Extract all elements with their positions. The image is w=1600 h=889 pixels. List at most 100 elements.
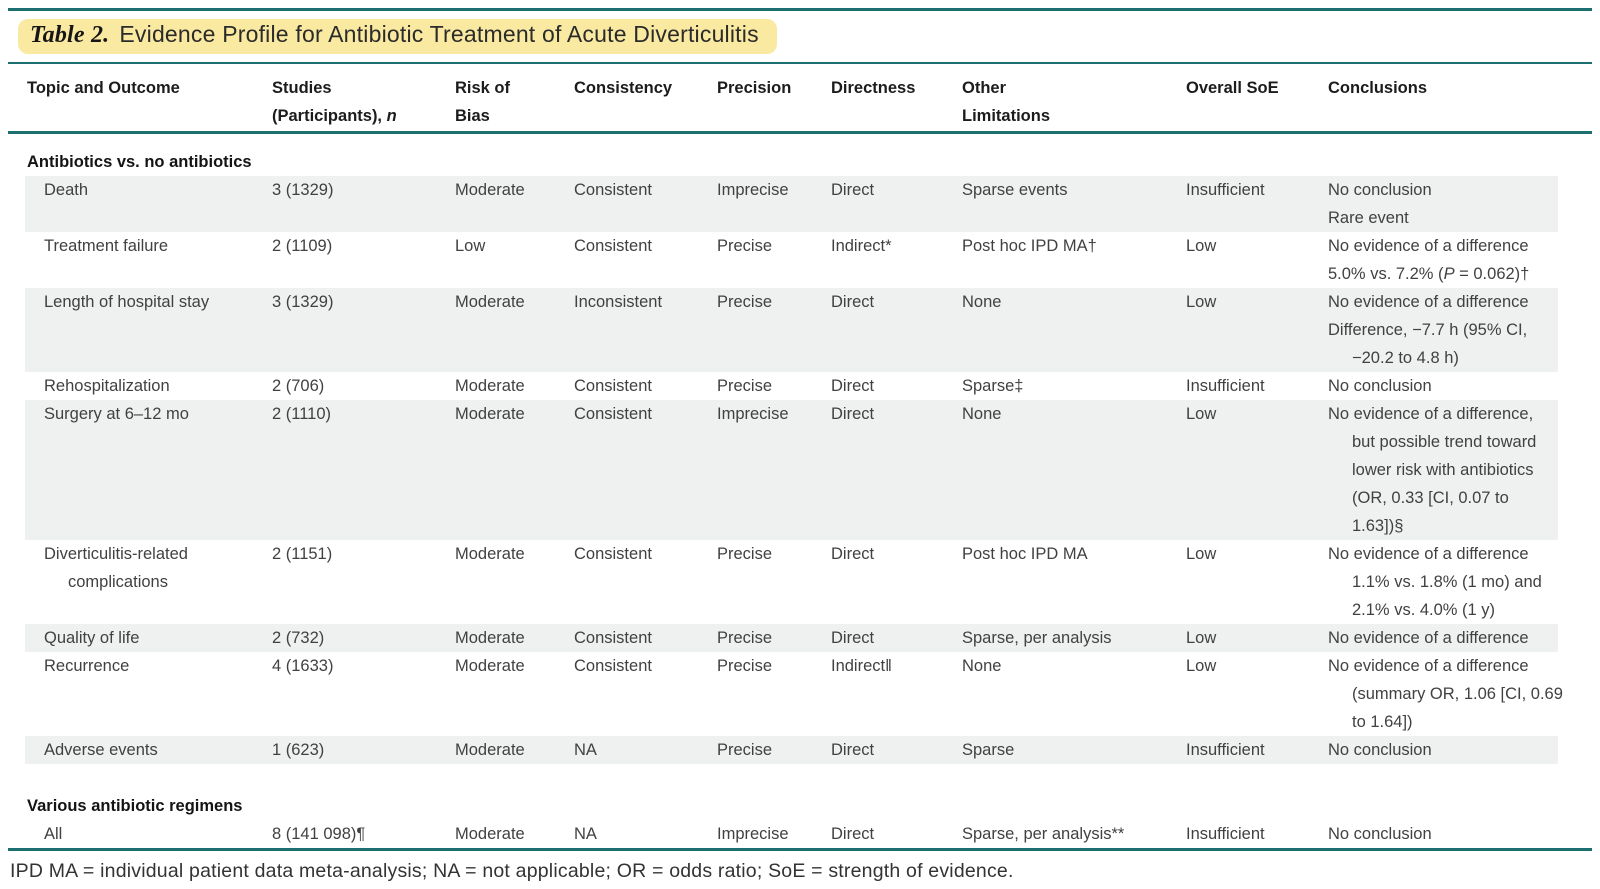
text-line: but possible trend toward <box>1352 433 1537 451</box>
cell-overall-soe: Insufficient <box>1186 736 1328 764</box>
column-header-studies: Studies (Participants), n <box>272 74 455 130</box>
text-line: Length of hospital stay <box>44 293 210 311</box>
cell-studies: 8 (141 098)¶ <box>272 820 455 848</box>
section-header: Antibiotics vs. no antibiotics <box>27 153 252 171</box>
text-line: Risk of <box>455 79 511 97</box>
text-line: 1 (623) <box>272 741 325 759</box>
text-line: Low <box>1186 657 1217 675</box>
text-line: Low <box>455 237 486 255</box>
text-line: to 1.64]) <box>1352 713 1413 731</box>
text-line: Consistent <box>574 657 652 675</box>
text-line: Post hoc IPD MA <box>962 545 1088 563</box>
cell-studies: 2 (732) <box>272 624 455 652</box>
cell-topic: Adverse events <box>8 736 272 764</box>
cell-directness: Indirect* <box>831 232 962 288</box>
text-line: Death <box>44 181 89 199</box>
text-line: Direct <box>831 377 875 395</box>
text-line: Precise <box>717 545 773 563</box>
cell-conclusions: No evidence of a difference 5.0% vs. 7.2%… <box>1328 232 1592 288</box>
text-line: All <box>44 825 63 843</box>
text-line: Moderate <box>455 405 525 423</box>
cell-risk-of-bias: Moderate <box>455 288 574 372</box>
text-line: 2 (706) <box>272 377 325 395</box>
text-line: Precise <box>717 237 773 255</box>
cell-precision: Imprecise <box>717 820 831 848</box>
table-row: Adverse events 1 (623) Moderate NA Precise Di… <box>8 736 1592 764</box>
cell-overall-soe: Low <box>1186 288 1328 372</box>
column-header-topic-and-outcome: Topic and Outcome <box>8 74 272 130</box>
text-line: 3 (1329) <box>272 293 334 311</box>
text-line: Direct <box>831 181 875 199</box>
cell-other-limitations: Sparse events <box>962 176 1186 232</box>
text-line: No conclusion <box>1328 377 1432 395</box>
cell-overall-soe: Low <box>1186 400 1328 540</box>
text-line: Moderate <box>455 377 525 395</box>
text-line: 8 (141 098)¶ <box>272 825 366 843</box>
text-line: No evidence of a difference <box>1328 629 1529 647</box>
text-line: None <box>962 293 1002 311</box>
text-line: Precision <box>717 79 792 97</box>
text-line: Treatment failure <box>44 237 169 255</box>
cell-topic: Length of hospital stay <box>8 288 272 372</box>
column-header-row: Topic and Outcome Studies (Participants), … <box>8 64 1592 131</box>
text-line: Consistent <box>574 545 652 563</box>
cell-topic: Treatment failure <box>8 232 272 288</box>
text-line: lower risk with antibiotics <box>1352 461 1534 479</box>
cell-risk-of-bias: Moderate <box>455 400 574 540</box>
text-line: (Participants), n <box>272 107 397 125</box>
column-header-directness: Directness <box>831 74 962 130</box>
cell-conclusions: No evidence of a difference <box>1328 624 1592 652</box>
cell-precision: Precise <box>717 652 831 736</box>
text-line: 2 (1109) <box>272 237 333 255</box>
text-line: Low <box>1186 237 1217 255</box>
cell-overall-soe: Low <box>1186 540 1328 624</box>
cell-risk-of-bias: Moderate <box>455 372 574 400</box>
cell-conclusions: No conclusion <box>1328 372 1592 400</box>
cell-directness: Direct <box>831 624 962 652</box>
cell-overall-soe: Insufficient <box>1186 176 1328 232</box>
cell-other-limitations: Post hoc IPD MA† <box>962 232 1186 288</box>
text-line: Limitations <box>962 107 1051 125</box>
text-line: NA <box>574 741 597 759</box>
text-line: No evidence of a difference <box>1328 545 1529 563</box>
cell-directness: Direct <box>831 372 962 400</box>
text-line: Sparse‡ <box>962 377 1024 395</box>
section-header: Various antibiotic regimens <box>27 797 243 815</box>
italic-text: n <box>386 107 397 125</box>
table-row: Quality of life 2 (732) Moderate Consistent… <box>8 624 1592 652</box>
text-line: complications <box>68 573 168 591</box>
text-line: No evidence of a difference <box>1328 293 1529 311</box>
text-line: Insufficient <box>1186 181 1265 199</box>
text-line: 2 (1151) <box>272 545 333 563</box>
cell-other-limitations: None <box>962 652 1186 736</box>
text-line: Low <box>1186 545 1217 563</box>
cell-other-limitations: Sparse‡ <box>962 372 1186 400</box>
cell-risk-of-bias: Moderate <box>455 176 574 232</box>
text-line: Moderate <box>455 825 525 843</box>
text-line: Precise <box>717 293 773 311</box>
cell-directness: Direct <box>831 288 962 372</box>
bottom-rule <box>8 848 1592 851</box>
text-line: Diverticulitis-related <box>44 545 188 563</box>
text-line: 2 (1110) <box>272 405 332 423</box>
top-rule <box>8 8 1592 11</box>
text-line: Direct <box>831 741 875 759</box>
text-line: Precise <box>717 377 773 395</box>
table-row: Treatment failure 2 (1109) Low Consistent Pr… <box>8 232 1592 288</box>
text-line: No conclusion <box>1328 825 1432 843</box>
cell-other-limitations: Sparse, per analysis <box>962 624 1186 652</box>
cell-consistency: NA <box>574 736 717 764</box>
text-line: Direct <box>831 545 875 563</box>
column-header-overall-soe: Overall SoE <box>1186 74 1328 130</box>
cell-directness: Direct <box>831 820 962 848</box>
cell-consistency: Consistent <box>574 400 717 540</box>
cell-consistency: Consistent <box>574 232 717 288</box>
cell-topic: Death <box>8 176 272 232</box>
cell-precision: Imprecise <box>717 176 831 232</box>
text-line: Moderate <box>455 629 525 647</box>
column-header-other-limitations: Other Limitations <box>962 74 1186 130</box>
text-line: −20.2 to 4.8 h) <box>1352 349 1459 367</box>
cell-conclusions: No conclusion <box>1328 820 1592 848</box>
cell-studies: 2 (706) <box>272 372 455 400</box>
text-line: Imprecise <box>717 405 789 423</box>
